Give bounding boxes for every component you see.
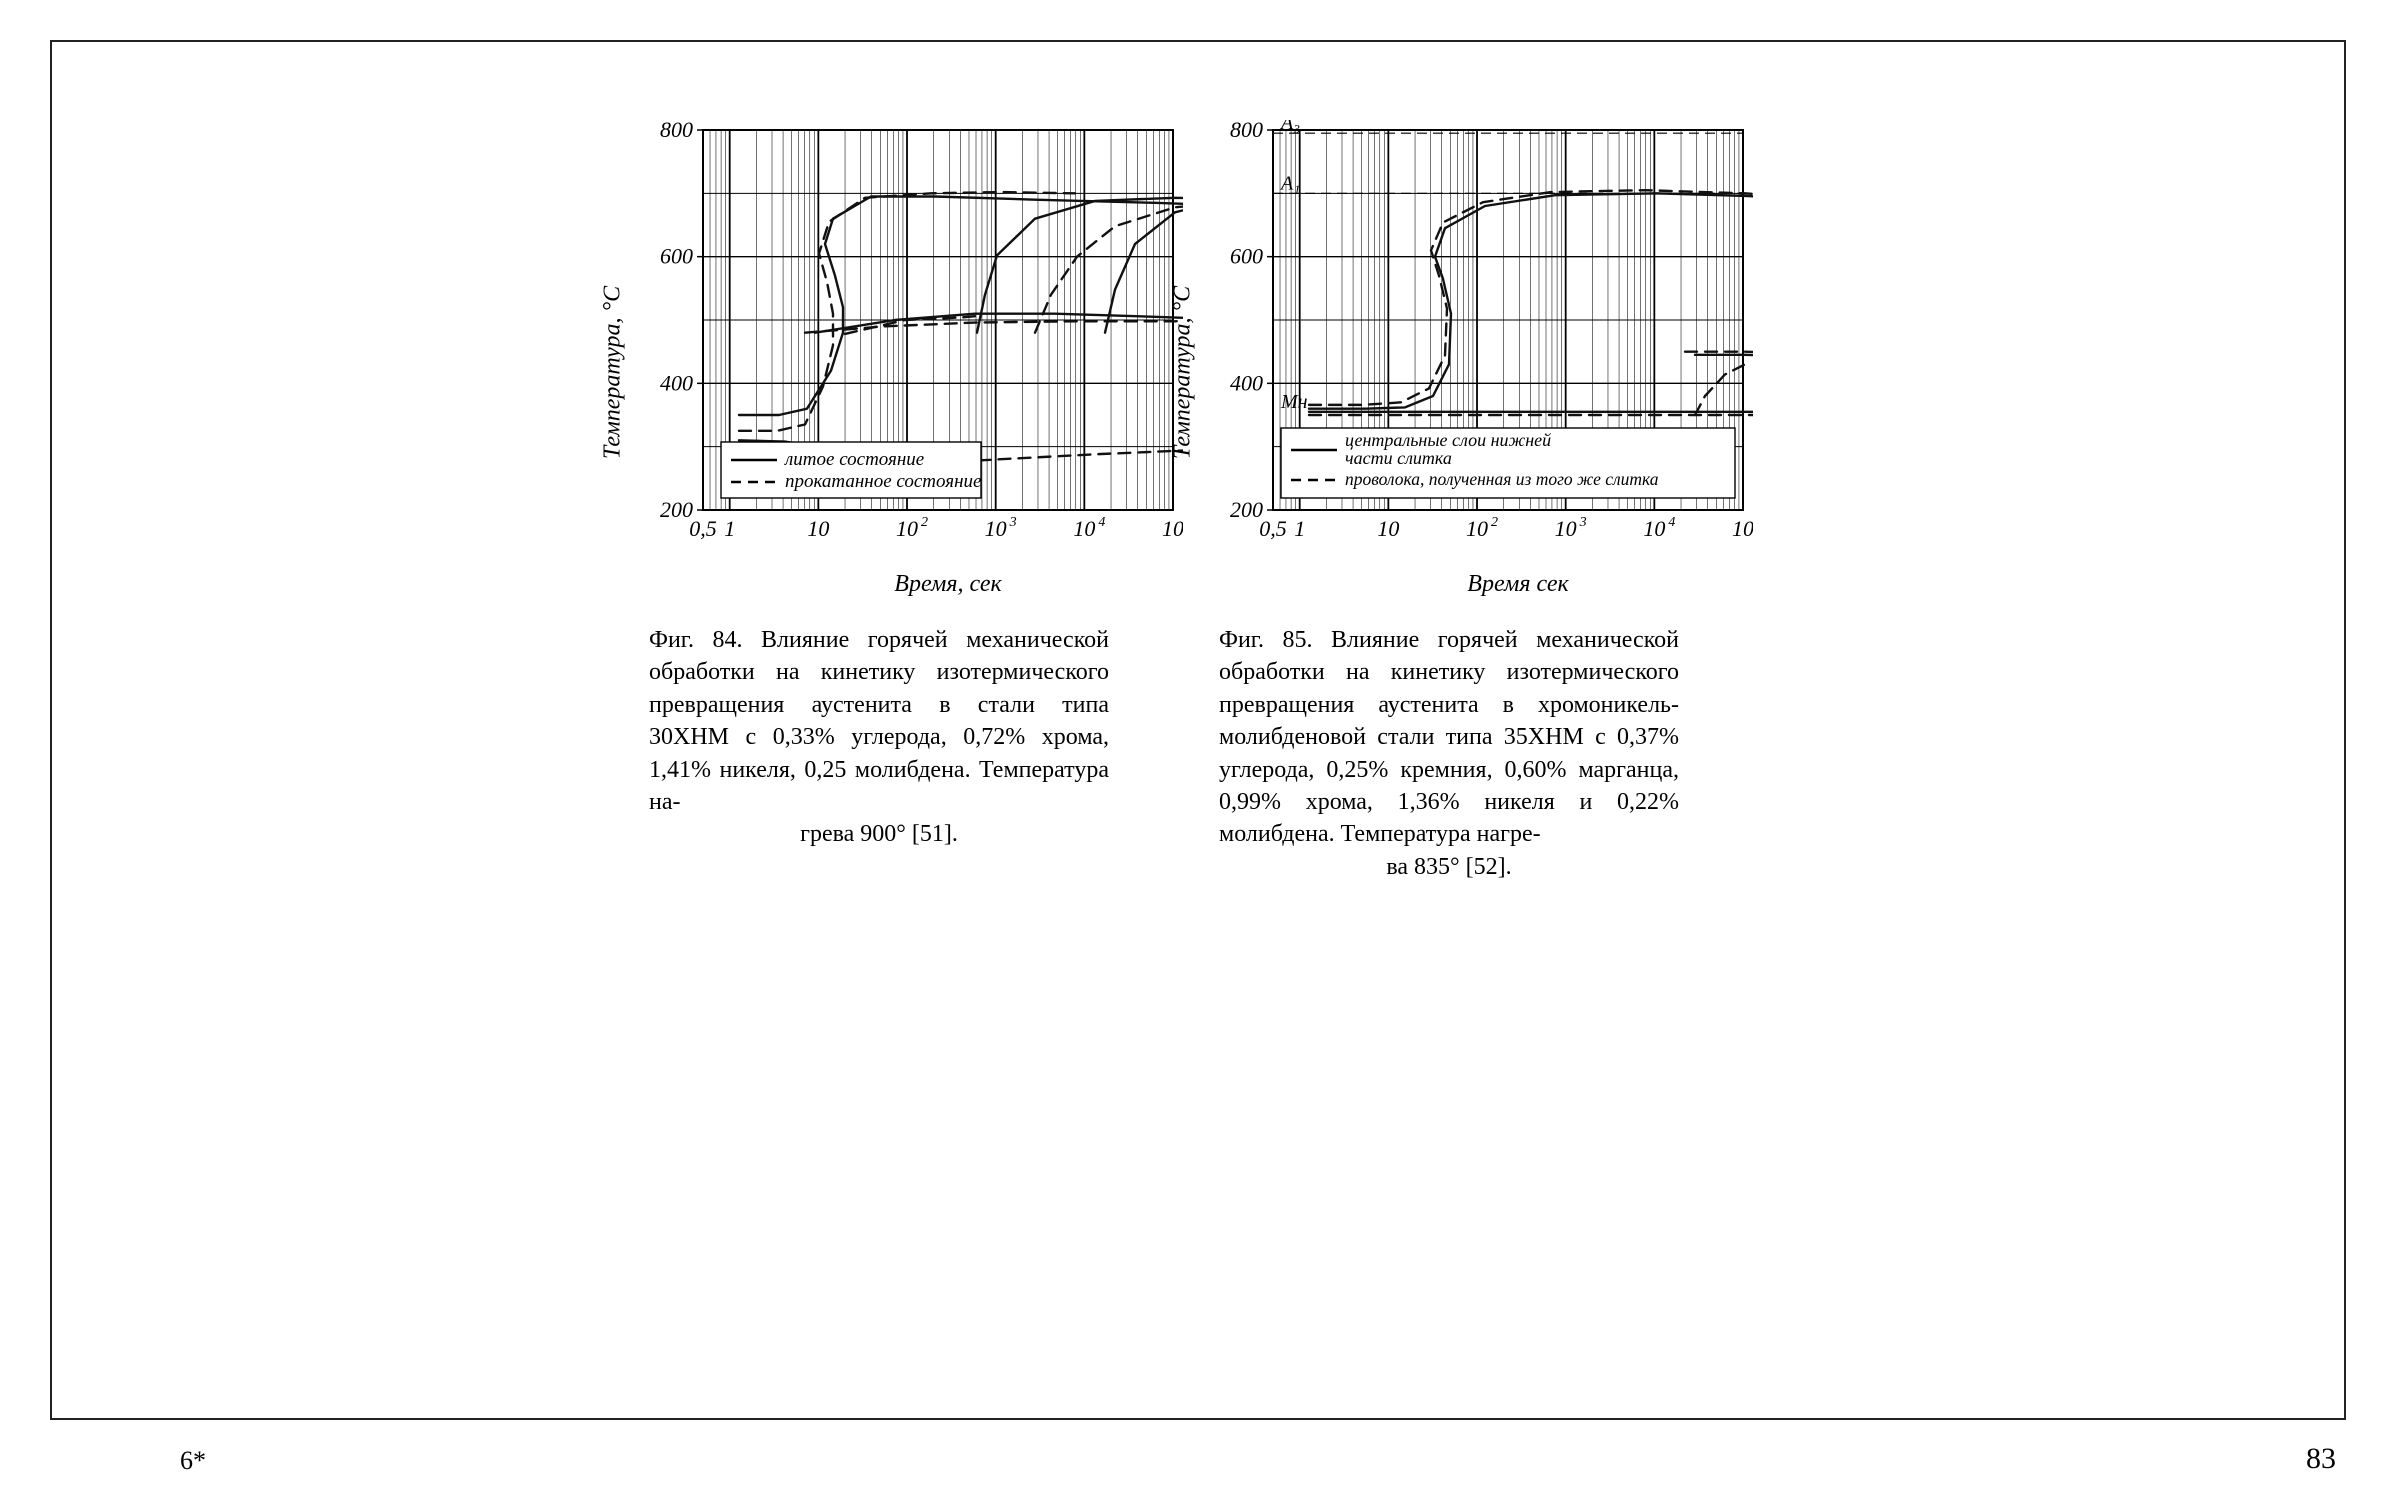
figure-84: Температура, °С 2004006008000,5110102103… — [643, 120, 1183, 883]
caption-text: Фиг. 84. Влияние горячей механической об… — [649, 627, 1109, 815]
svg-text:800: 800 — [660, 120, 693, 142]
svg-text:центральные слои нижней: центральные слои нижней — [1345, 430, 1551, 450]
chart-85: Температура, °С 2004006008000,5110102103… — [1213, 120, 1753, 598]
svg-text:проволока, полученная из того: проволока, полученная из того же слитка — [1345, 469, 1659, 489]
svg-text:2: 2 — [1491, 515, 1498, 530]
chart-svg-84: 2004006008000,5110102103104105литое сост… — [643, 120, 1183, 560]
svg-text:части слитка: части слитка — [1345, 448, 1452, 468]
svg-text:10: 10 — [985, 516, 1007, 541]
svg-text:3: 3 — [1009, 515, 1017, 530]
caption-text: Фиг. 85. Влияние горячей механической об… — [1219, 627, 1679, 847]
svg-text:10: 10 — [1466, 516, 1488, 541]
svg-text:прокатанное состояние: прокатанное состояние — [785, 471, 981, 492]
svg-text:10: 10 — [896, 516, 918, 541]
svg-text:10: 10 — [1732, 516, 1753, 541]
svg-text:800: 800 — [1230, 120, 1263, 142]
svg-text:литое состояние: литое состояние — [784, 449, 924, 470]
page-number: 83 — [2306, 1442, 2336, 1476]
svg-text:0,5: 0,5 — [1259, 516, 1287, 541]
svg-text:10: 10 — [1377, 516, 1399, 541]
chart-svg-85: 2004006008000,5110102103104105А₃А₁Мнцент… — [1213, 120, 1753, 560]
svg-text:200: 200 — [1230, 497, 1263, 522]
svg-text:10: 10 — [1162, 516, 1183, 541]
page-content: Температура, °С 2004006008000,5110102103… — [170, 60, 2226, 1450]
svg-text:0,5: 0,5 — [689, 516, 717, 541]
svg-text:10: 10 — [1073, 516, 1095, 541]
svg-text:2: 2 — [921, 515, 928, 530]
svg-text:10: 10 — [807, 516, 829, 541]
svg-text:А₁: А₁ — [1279, 172, 1300, 194]
y-axis-label: Температура, °С — [600, 286, 627, 459]
svg-text:400: 400 — [1230, 370, 1263, 395]
svg-text:400: 400 — [660, 370, 693, 395]
svg-text:10: 10 — [1555, 516, 1577, 541]
svg-text:1: 1 — [724, 516, 735, 541]
svg-text:1: 1 — [1294, 516, 1305, 541]
y-axis-label: Температура, °С — [1170, 286, 1197, 459]
caption-tail: ва 835° [52]. — [1219, 851, 1679, 883]
svg-text:10: 10 — [1643, 516, 1665, 541]
figure-85: Температура, °С 2004006008000,5110102103… — [1213, 120, 1753, 883]
svg-text:Мн: Мн — [1280, 391, 1308, 413]
svg-text:200: 200 — [660, 497, 693, 522]
chart-84: Температура, °С 2004006008000,5110102103… — [643, 120, 1183, 598]
x-axis-label: Время сек — [1283, 571, 1753, 598]
svg-text:А₃: А₃ — [1279, 120, 1300, 134]
caption-84: Фиг. 84. Влияние горячей механической об… — [649, 624, 1109, 851]
svg-text:4: 4 — [1668, 515, 1675, 530]
svg-text:600: 600 — [1230, 244, 1263, 269]
svg-text:600: 600 — [660, 244, 693, 269]
caption-tail: грева 900° [51]. — [649, 818, 1109, 850]
svg-text:4: 4 — [1098, 515, 1105, 530]
caption-85: Фиг. 85. Влияние горячей механической об… — [1219, 624, 1679, 883]
footnote-left: 6* — [180, 1446, 206, 1476]
svg-text:3: 3 — [1579, 515, 1587, 530]
x-axis-label: Время, сек — [713, 571, 1183, 598]
